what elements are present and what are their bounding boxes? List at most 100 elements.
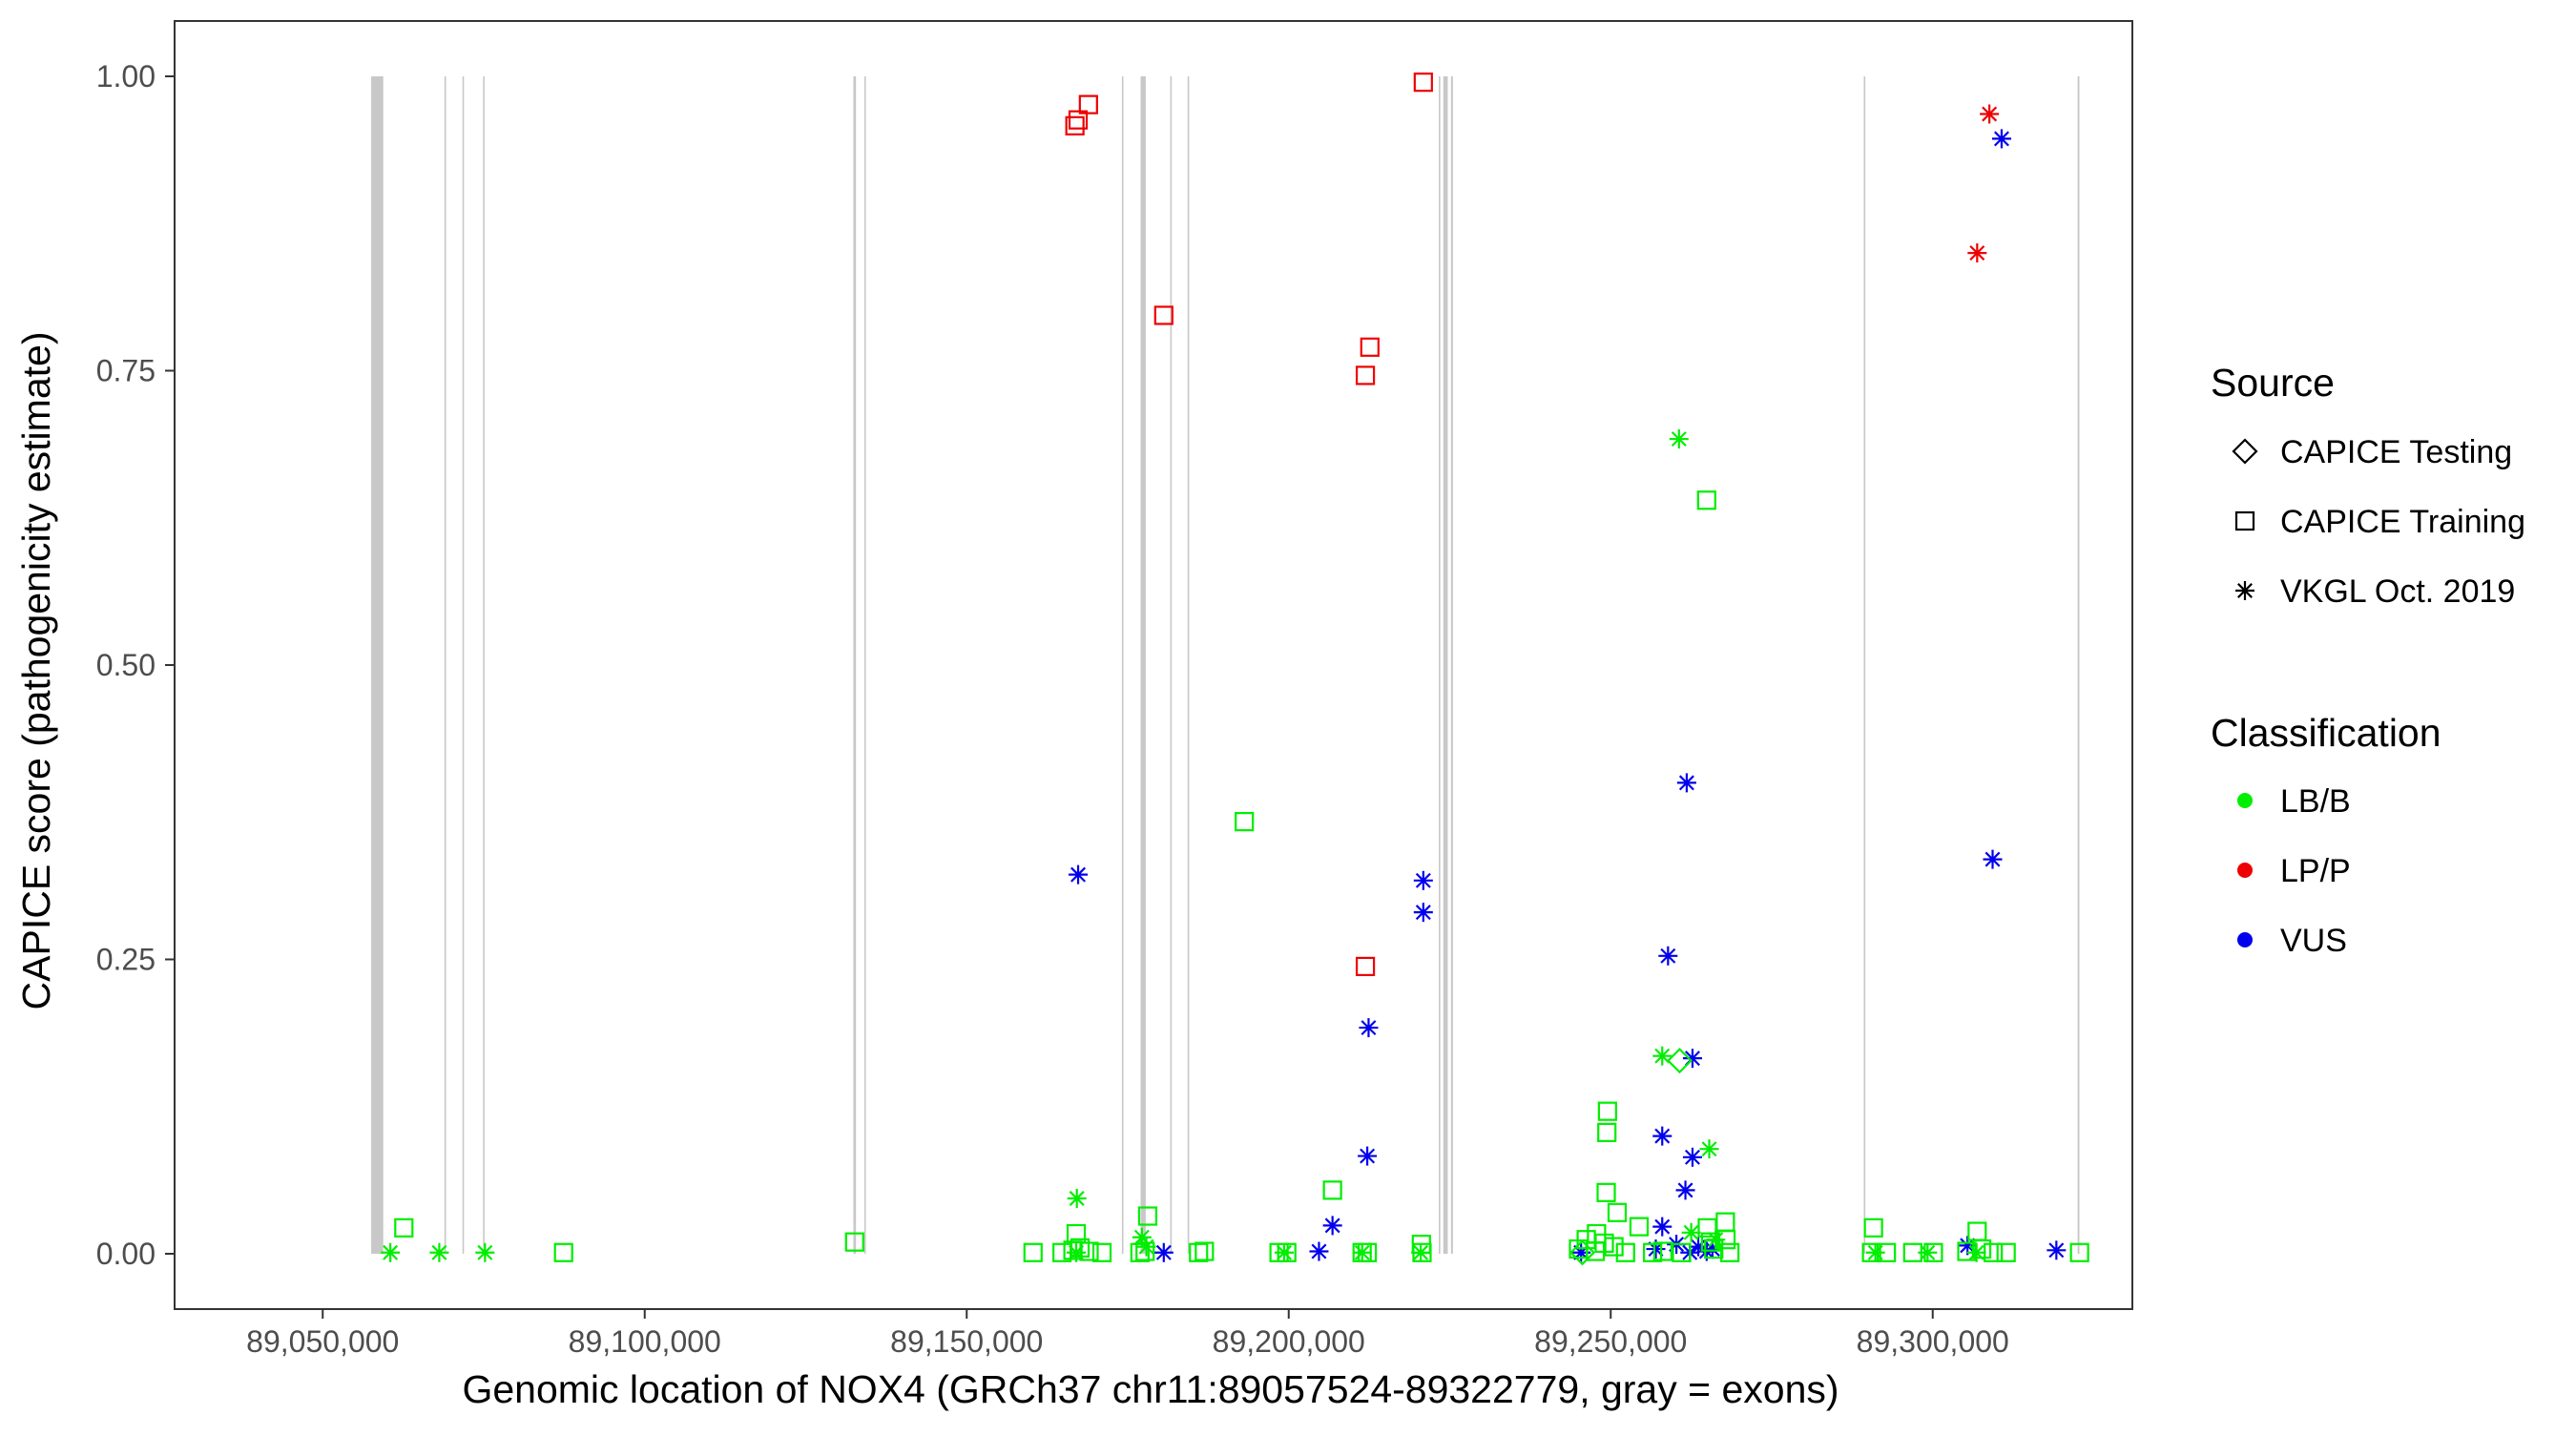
data-point xyxy=(1615,1242,1635,1262)
data-point xyxy=(1412,1242,1432,1262)
data-point xyxy=(1091,1242,1112,1262)
x-tick-label: 89,200,000 xyxy=(1213,1324,1365,1359)
data-point xyxy=(1322,1180,1342,1200)
data-point xyxy=(1865,1242,1885,1262)
data-point xyxy=(1597,1101,1617,1121)
data-point xyxy=(1322,1216,1342,1236)
legend-source-label: VKGL Oct. 2019 xyxy=(2280,573,2515,610)
legend-classification-key xyxy=(2237,932,2253,947)
data-point xyxy=(1643,1242,1663,1262)
exon-band xyxy=(1863,75,1866,1255)
data-point xyxy=(381,1242,401,1262)
data-point xyxy=(1902,1242,1922,1262)
data-point xyxy=(1358,1146,1378,1166)
data-point xyxy=(1984,1242,2004,1262)
data-point xyxy=(1137,1206,1158,1226)
data-point xyxy=(1413,73,1433,93)
exon-band xyxy=(2077,75,2080,1255)
legend-source-key xyxy=(2232,438,2258,465)
data-point xyxy=(1676,773,1696,793)
y-tick-label: 0.50 xyxy=(96,648,156,682)
legend-source-key xyxy=(2235,581,2254,600)
data-point xyxy=(1877,1242,1897,1262)
data-point xyxy=(1189,1242,1209,1262)
data-point xyxy=(1672,1242,1692,1262)
data-point xyxy=(1078,94,1098,114)
data-point xyxy=(1069,864,1089,884)
legend-classification-title: Classification xyxy=(2211,711,2441,755)
data-point xyxy=(1971,1238,1992,1259)
data-point xyxy=(1413,903,1433,923)
exon-band-layer xyxy=(371,75,2080,1255)
legend-source-key xyxy=(2234,510,2255,531)
data-point xyxy=(1065,115,1085,135)
data-point xyxy=(1413,870,1433,890)
data-point xyxy=(394,1217,414,1238)
x-tick-label: 89,250,000 xyxy=(1534,1324,1687,1359)
legend-source-label: CAPICE Training xyxy=(2280,504,2525,540)
x-tick-label: 89,100,000 xyxy=(569,1324,721,1359)
exon-band xyxy=(371,75,384,1255)
data-point xyxy=(1918,1242,1938,1262)
data-point xyxy=(1079,1241,1099,1261)
data-point xyxy=(844,1232,864,1252)
data-point xyxy=(2046,1240,2067,1260)
legend-classification-label: LB/B xyxy=(2280,783,2351,820)
x-axis-title: Genomic location of NOX4 (GRCh37 chr11:8… xyxy=(462,1367,1839,1411)
exon-band xyxy=(1187,75,1190,1255)
data-point xyxy=(1067,1189,1087,1209)
legend-source-items: CAPICE Testing CAPICE Training VKGL Oct. 2… xyxy=(2232,434,2525,610)
data-point xyxy=(1991,129,2011,149)
legend-classification-label: LP/P xyxy=(2280,853,2351,889)
data-point xyxy=(1235,812,1255,832)
legend-classification-label: VUS xyxy=(2280,923,2347,959)
data-point xyxy=(1597,1122,1617,1142)
data-point xyxy=(1604,1237,1624,1257)
x-tick-label: 89,150,000 xyxy=(890,1324,1043,1359)
exon-band xyxy=(1140,75,1146,1255)
data-point xyxy=(1068,110,1089,130)
data-point xyxy=(1596,1182,1616,1202)
data-point xyxy=(1980,104,2000,124)
exon-band xyxy=(1121,75,1124,1255)
data-point xyxy=(1715,1230,1736,1250)
exon-band xyxy=(1170,75,1173,1255)
data-point xyxy=(1359,1018,1379,1038)
data-point xyxy=(1357,1242,1378,1262)
exon-band xyxy=(483,75,485,1255)
data-point xyxy=(1023,1242,1043,1262)
data-point xyxy=(2069,1242,2089,1262)
data-point xyxy=(1652,1126,1672,1146)
data-point xyxy=(1861,1242,1881,1262)
data-point xyxy=(1063,1240,1083,1260)
x-tick-label: 89,050,000 xyxy=(246,1324,399,1359)
data-point xyxy=(1652,1217,1672,1237)
y-axis-title: CAPICE score (pathogenicity estimate) xyxy=(14,332,58,1010)
data-point xyxy=(1697,1217,1717,1238)
exon-band xyxy=(863,75,866,1255)
data-point xyxy=(1355,956,1376,977)
data-point xyxy=(1360,337,1380,357)
exon-band xyxy=(1443,75,1448,1255)
data-point xyxy=(1957,1241,1977,1261)
data-point xyxy=(1652,1241,1673,1261)
data-point xyxy=(1666,1048,1693,1074)
data-point xyxy=(1983,849,2003,869)
data-point xyxy=(475,1242,495,1262)
y-tick-label: 0.00 xyxy=(96,1237,156,1271)
axis-layer: 89,050,000 89,100,000 89,150,000 89,200,000… xyxy=(96,59,2009,1359)
data-point xyxy=(1996,1242,2016,1262)
data-point xyxy=(1923,1242,1943,1262)
data-point-layer xyxy=(381,73,2089,1266)
legend-classification-key xyxy=(2237,793,2253,808)
exon-band xyxy=(462,75,465,1255)
data-point xyxy=(1669,429,1689,449)
x-tick-label: 89,300,000 xyxy=(1857,1324,2009,1359)
data-point xyxy=(1629,1217,1650,1237)
exon-band xyxy=(1450,75,1453,1255)
data-point xyxy=(1355,365,1376,385)
data-point xyxy=(1130,1242,1150,1262)
data-point xyxy=(1696,490,1716,510)
